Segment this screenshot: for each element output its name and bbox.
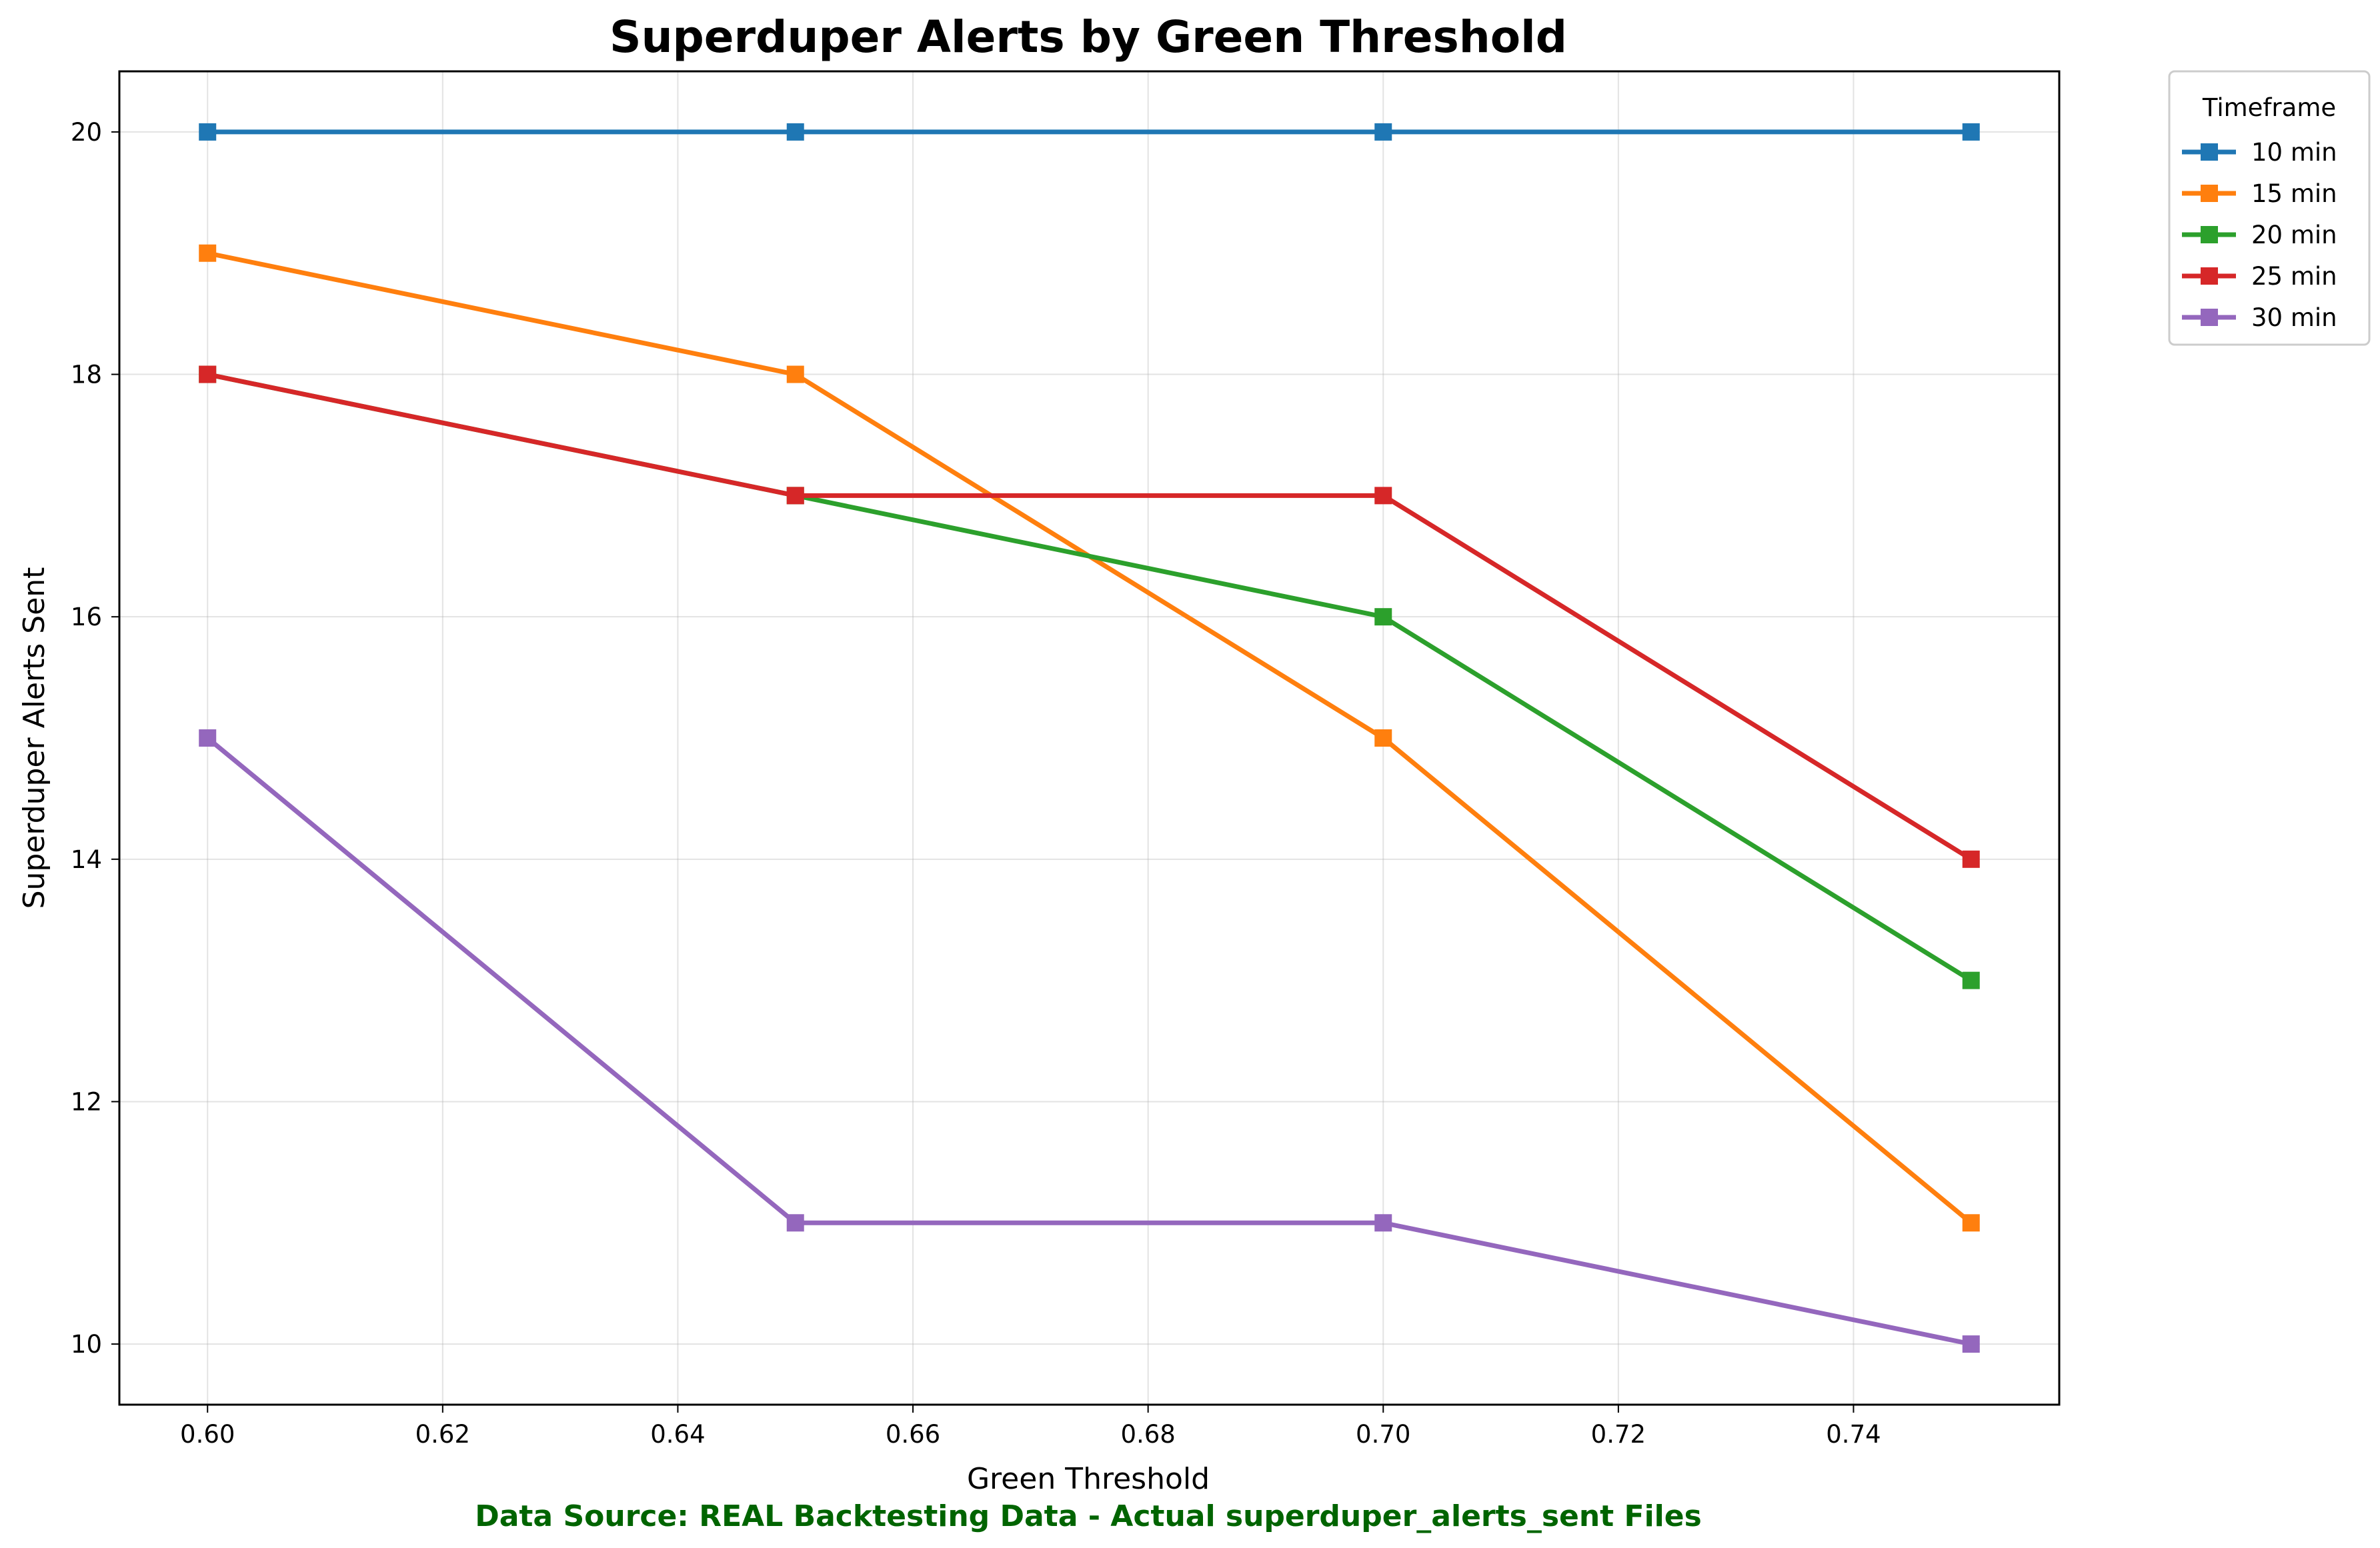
y-tick-label: 16 — [71, 603, 102, 631]
series-25-min — [199, 365, 1980, 868]
legend-items: 10 min 15 min 20 min 25 min 30 min — [2182, 138, 2337, 332]
x-tick-label: 0.64 — [650, 1420, 705, 1449]
legend: Timeframe 10 min 15 min 20 min 25 min 30 min — [2168, 70, 2371, 346]
data-point-10-min — [1962, 123, 1980, 141]
legend-swatch-marker — [2201, 267, 2218, 285]
legend-label: 30 min — [2251, 303, 2337, 332]
y-tick-label: 10 — [71, 1330, 102, 1359]
data-point-25-min — [1962, 850, 1980, 868]
x-tick-label: 0.74 — [1826, 1420, 1881, 1449]
series-lines — [199, 123, 1980, 1353]
x-axis-label: Green Threshold — [967, 1462, 1210, 1496]
data-point-15-min — [199, 244, 217, 262]
legend-item-10-min: 10 min — [2182, 138, 2337, 167]
x-tick-label: 0.60 — [180, 1420, 235, 1449]
data-point-15-min — [786, 365, 804, 383]
series-line-25-min — [207, 372, 1973, 861]
data-point-25-min — [786, 487, 804, 505]
y-tick-label: 12 — [71, 1087, 102, 1116]
y-tick-label: 18 — [71, 361, 102, 389]
legend-label: 10 min — [2251, 138, 2337, 167]
series-20-min — [199, 365, 1980, 989]
series-line-15-min — [207, 251, 1973, 1225]
x-tick-label: 0.72 — [1591, 1420, 1646, 1449]
legend-label: 15 min — [2251, 179, 2337, 208]
data-point-20-min — [1374, 608, 1392, 626]
x-axis: 0.60 0.62 0.64 0.66 0.68 0.70 0.72 0.74 — [180, 1405, 1881, 1449]
legend-swatch-marker — [2201, 226, 2218, 243]
legend-swatch-marker — [2201, 309, 2218, 326]
data-point-25-min — [1374, 487, 1392, 505]
chart-title: Superduper Alerts by Green Threshold — [610, 11, 1567, 63]
x-tick-label: 0.68 — [1120, 1420, 1175, 1449]
legend-label: 20 min — [2251, 221, 2337, 249]
legend-item-20-min: 20 min — [2182, 221, 2337, 249]
legend-swatch-marker — [2201, 185, 2218, 202]
series-line-20-min — [207, 372, 1973, 983]
y-axis-label: Superduper Alerts Sent — [17, 567, 51, 909]
legend-item-30-min: 30 min — [2182, 303, 2337, 332]
y-tick-label: 20 — [71, 118, 102, 147]
data-point-30-min — [199, 729, 217, 747]
series-30-min — [199, 729, 1980, 1353]
data-point-10-min — [1374, 123, 1392, 141]
data-point-30-min — [1962, 1335, 1980, 1353]
y-axis: 10 12 14 16 18 20 — [71, 118, 119, 1359]
data-point-15-min — [1374, 729, 1392, 747]
x-tick-label: 0.70 — [1356, 1420, 1410, 1449]
plot-area-frame — [118, 70, 2061, 1406]
data-source-note: Data Source: REAL Backtesting Data - Act… — [475, 1499, 1702, 1533]
data-point-20-min — [1962, 971, 1980, 989]
grid-lines — [119, 71, 2059, 1405]
legend-item-15-min: 15 min — [2182, 179, 2337, 208]
data-point-30-min — [1374, 1214, 1392, 1232]
data-point-25-min — [199, 365, 217, 383]
legend-swatch-marker — [2201, 143, 2218, 161]
data-point-10-min — [199, 123, 217, 141]
x-tick-label: 0.62 — [415, 1420, 470, 1449]
legend-label: 25 min — [2251, 262, 2337, 291]
y-tick-label: 14 — [71, 845, 102, 874]
x-tick-label: 0.66 — [886, 1420, 940, 1449]
data-point-10-min — [786, 123, 804, 141]
legend-item-25-min: 25 min — [2182, 262, 2337, 291]
data-point-15-min — [1962, 1214, 1980, 1232]
legend-title: Timeframe — [2202, 93, 2336, 122]
series-line-30-min — [205, 736, 1972, 1347]
series-10-min — [199, 123, 1980, 141]
series-15-min — [199, 244, 1980, 1232]
data-point-30-min — [786, 1214, 804, 1232]
